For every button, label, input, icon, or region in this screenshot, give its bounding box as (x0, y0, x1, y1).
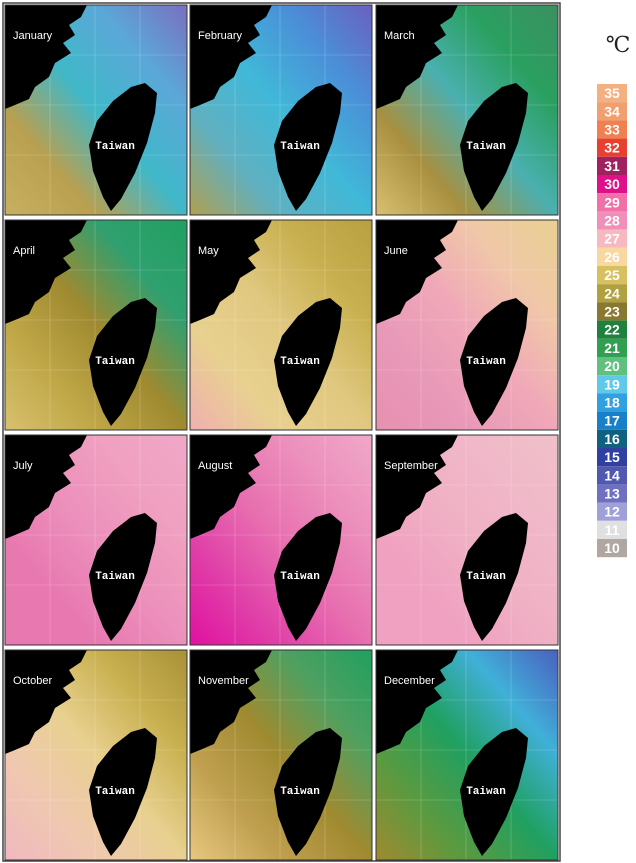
month-label: March (384, 30, 415, 42)
island-label: Taiwan (466, 356, 506, 368)
island-label: Taiwan (280, 786, 320, 798)
legend-value: 21 (604, 340, 620, 356)
map-panel: November Taiwan (190, 650, 372, 860)
month-label: December (384, 675, 435, 687)
map-panel: December Taiwan (376, 650, 558, 860)
island-label: Taiwan (95, 571, 135, 583)
legend-value: 10 (604, 540, 620, 556)
map-panel: October Taiwan (5, 650, 187, 860)
island-label: Taiwan (280, 571, 320, 583)
legend-value: 14 (604, 467, 620, 483)
map-panel: June Taiwan (376, 220, 558, 430)
month-label: July (13, 460, 33, 472)
map-panel: March Taiwan (376, 5, 558, 215)
legend-value: 31 (604, 158, 620, 174)
month-label: October (13, 675, 52, 687)
legend-value: 34 (604, 103, 620, 119)
legend-value: 26 (604, 249, 620, 265)
month-label: January (13, 30, 53, 42)
map-panel: May Taiwan (190, 220, 372, 430)
map-panel: February Taiwan (190, 5, 372, 215)
map-panel: August Taiwan (190, 435, 372, 645)
legend-value: 29 (604, 194, 620, 210)
month-label: May (198, 245, 219, 257)
month-label: February (198, 30, 243, 42)
month-label: September (384, 460, 438, 472)
map-panel: January Taiwan (5, 5, 187, 215)
legend-value: 27 (604, 231, 620, 247)
legend-value: 15 (604, 449, 620, 465)
map-panel: July Taiwan (5, 435, 187, 645)
island-label: Taiwan (466, 786, 506, 798)
island-label: Taiwan (280, 141, 320, 153)
legend-value: 12 (604, 504, 620, 520)
island-label: Taiwan (95, 141, 135, 153)
legend-value: 25 (604, 267, 620, 283)
month-label: November (198, 675, 249, 687)
legend-value: 33 (604, 122, 620, 138)
legend-value: 17 (604, 413, 620, 429)
figure: ℃ January Taiwan February Taiwan March Taiwan… (0, 0, 636, 863)
island-label: Taiwan (280, 356, 320, 368)
map-panel: April Taiwan (5, 220, 187, 430)
month-label: April (13, 245, 35, 257)
legend-value: 13 (604, 486, 620, 502)
legend-value: 28 (604, 213, 620, 229)
island-label: Taiwan (95, 786, 135, 798)
legend-value: 19 (604, 376, 620, 392)
legend-value: 24 (604, 285, 620, 301)
island-label: Taiwan (466, 571, 506, 583)
legend-value: 32 (604, 140, 620, 156)
month-label: August (198, 460, 232, 472)
legend-value: 20 (604, 358, 620, 374)
legend-value: 30 (604, 176, 620, 192)
legend-value: 18 (604, 395, 620, 411)
legend-value: 35 (604, 85, 620, 101)
map-panel: September Taiwan (376, 435, 558, 645)
legend-value: 23 (604, 304, 620, 320)
legend-value: 11 (605, 522, 620, 538)
island-label: Taiwan (95, 356, 135, 368)
island-label: Taiwan (466, 141, 506, 153)
legend-value: 22 (604, 322, 620, 338)
legend-unit: ℃ (606, 33, 631, 58)
legend-value: 16 (604, 431, 620, 447)
month-label: June (384, 245, 408, 257)
